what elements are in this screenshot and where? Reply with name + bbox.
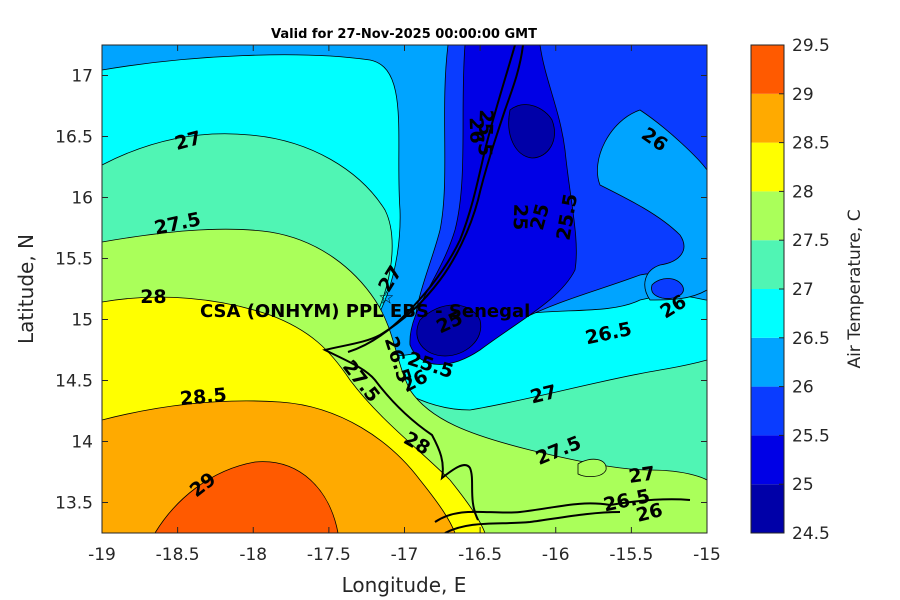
y-axis-ticks: 13.5 14 14.5 15 15.5 16 16.5 17	[55, 67, 707, 514]
y-axis-label: Latitude, N	[14, 234, 38, 344]
colorbar-segment	[751, 337, 784, 387]
x-axis-label: Longitude, E	[342, 573, 467, 597]
colorbar-tick-label: 27.5	[792, 231, 830, 251]
band-25-5-26-blob	[651, 278, 684, 299]
x-tick-label: -17	[391, 545, 419, 565]
x-tick-label: -17.5	[307, 545, 351, 565]
map-title: Valid for 27-Nov-2025 00:00:00 GMT	[271, 27, 537, 42]
colorbar-tick-label: 28.5	[792, 134, 830, 154]
colorbar-segment	[751, 289, 784, 338]
temperature-contour-field: 2727.52828.5292625.5252525.5262626.52727…	[102, 45, 707, 533]
colorbar-segment	[751, 142, 784, 192]
colorbar: 24.5 25 25.5 26 26.5 27 27.5 28 28.5 29 29.5	[750, 36, 830, 544]
colorbar-segment	[751, 386, 784, 436]
colorbar-segment	[751, 191, 784, 241]
contour-label: 28.5	[179, 384, 228, 410]
colorbar-tick-label: 26.5	[792, 329, 830, 349]
x-axis-ticks: -19 -18.5 -18 -17.5 -17 -16.5 -16 -15.5 -15	[88, 45, 721, 565]
band-29-29-5	[154, 461, 339, 533]
colorbar-tick-label: 28	[792, 182, 814, 202]
y-tick-label: 16	[71, 189, 93, 209]
x-tick-label: -15.5	[609, 545, 653, 565]
colorbar-tick-label: 26	[792, 378, 814, 398]
border-line-gambia-south	[444, 511, 621, 533]
band-24-5-25-north	[508, 104, 555, 159]
colorbar-segment	[751, 93, 784, 143]
x-tick-label: -19	[88, 545, 116, 565]
band-27-5-28-blob	[577, 458, 607, 478]
colorbar-tick-label: 25	[792, 475, 814, 495]
colorbar-segment	[751, 484, 784, 533]
colorbar-segment	[751, 240, 784, 289]
y-tick-label: 15.5	[55, 250, 93, 270]
x-tick-label: -16.5	[458, 545, 502, 565]
x-tick-label: -18.5	[156, 545, 200, 565]
contour-label: 27	[627, 462, 656, 487]
colorbar-label: Air Temperature, C	[845, 209, 865, 368]
colorbar-tick-label: 29.5	[792, 36, 830, 56]
x-tick-label: -15	[693, 545, 721, 565]
y-tick-label: 14.5	[55, 372, 93, 392]
station-label: CSA (ONHYM) PPL EBS - Senegal	[200, 301, 530, 322]
y-tick-label: 13.5	[55, 494, 93, 514]
y-tick-label: 16.5	[55, 128, 93, 148]
coastline	[322, 45, 524, 521]
contour-label: 25	[508, 203, 531, 230]
x-tick-label: -18	[239, 545, 267, 565]
colorbar-tick-label: 29	[792, 85, 814, 105]
colorbar-tick-label: 24.5	[792, 524, 830, 544]
colorbar-segment	[751, 435, 784, 485]
colorbar-segment	[751, 45, 784, 94]
y-tick-label: 17	[71, 67, 93, 87]
border-line-senegal-mauritania	[347, 45, 516, 353]
contour-label: 28	[140, 286, 166, 308]
contour-label: 26	[465, 117, 488, 144]
x-tick-label: -16	[542, 545, 570, 565]
y-tick-label: 14	[71, 433, 93, 453]
contour-label: 25.5	[473, 109, 497, 157]
band-24-5-25-south	[416, 304, 482, 357]
colorbar-tick-label: 27	[792, 280, 814, 300]
colorbar-tick-label: 25.5	[792, 426, 830, 446]
star-icon: ☆	[378, 287, 394, 308]
y-tick-label: 15	[71, 311, 93, 331]
border-line-gambia	[434, 498, 691, 523]
